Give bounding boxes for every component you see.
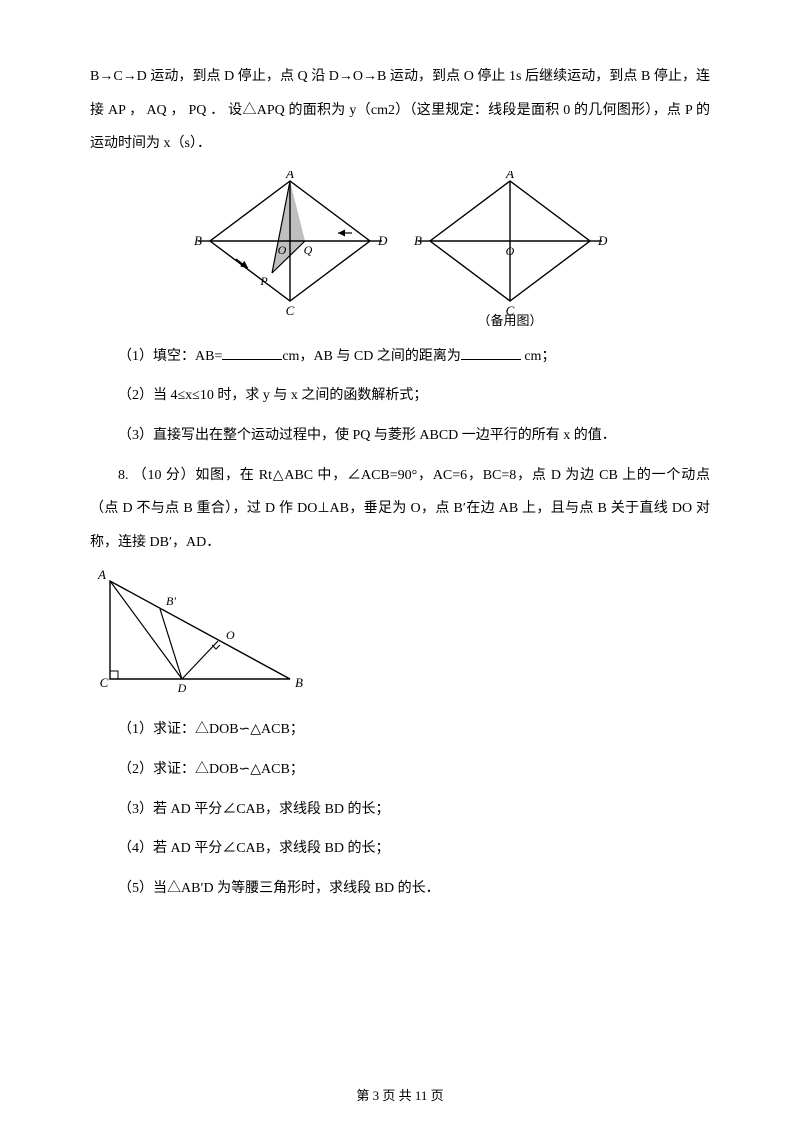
sub-3: （3）若 AD 平分∠CAB，求线段 BD 的长；: [90, 793, 710, 827]
svg-text:C: C: [286, 303, 295, 318]
svg-text:B′: B′: [166, 594, 176, 608]
page-footer: 第 3 页 共 11 页: [0, 1085, 800, 1104]
page: B→C→D 运动，到点 D 停止，点 Q 沿 D→O→B 运动，到点 O 停止 …: [0, 0, 800, 1132]
continuation-paragraph: B→C→D 运动，到点 D 停止，点 Q 沿 D→O→B 运动，到点 O 停止 …: [90, 60, 710, 161]
figure-row-diamonds: A B C D O Q P A B C D O （备用图）: [90, 171, 710, 326]
blank-distance: [461, 345, 521, 360]
question-2: （2）当 4≤x≤10 时，求 y 与 x 之间的函数解析式；: [90, 379, 710, 413]
q1-text-b: cm，AB 与 CD 之间的距离为: [282, 349, 461, 364]
svg-text:A: A: [505, 171, 514, 181]
q1-text-c: cm；: [521, 349, 556, 364]
diamond-figure-1: A B C D O Q P: [190, 171, 390, 326]
svg-text:D: D: [377, 233, 388, 248]
sub-5: （5）当△AB′D 为等腰三角形时，求线段 BD 的长．: [90, 872, 710, 906]
q1-text-a: （1）填空：AB=: [118, 349, 222, 364]
diamond-figure-2: A B C D O （备用图）: [410, 171, 610, 326]
sub-2: （2）求证：△DOB∽△ACB；: [90, 753, 710, 787]
svg-text:O: O: [278, 243, 287, 257]
question-3: （3）直接写出在整个运动过程中，使 PQ 与菱形 ABCD 一边平行的所有 x …: [90, 419, 710, 453]
svg-text:Q: Q: [304, 243, 313, 257]
svg-text:B: B: [295, 675, 303, 690]
figure-row-triangle: A C B D O B′: [90, 569, 710, 699]
sub-1: （1）求证：△DOB∽△ACB；: [90, 713, 710, 747]
svg-text:B: B: [194, 233, 202, 248]
question-1: （1）填空：AB= cm，AB 与 CD 之间的距离为 cm；: [90, 340, 710, 374]
svg-text:A: A: [97, 569, 106, 582]
svg-text:B: B: [414, 233, 422, 248]
svg-text:C: C: [100, 675, 109, 690]
blank-ab: [222, 345, 282, 360]
svg-text:A: A: [285, 171, 294, 181]
problem-8: 8. （10 分）如图，在 Rt△ABC 中，∠ACB=90°，AC=6，BC=…: [90, 459, 710, 560]
triangle-figure: A C B D O B′: [90, 569, 310, 699]
backup-caption: （备用图）: [477, 313, 542, 326]
svg-text:D: D: [597, 233, 608, 248]
svg-text:O: O: [226, 628, 235, 642]
svg-text:D: D: [177, 681, 187, 695]
svg-text:P: P: [259, 274, 268, 288]
sub-4: （4）若 AD 平分∠CAB，求线段 BD 的长；: [90, 832, 710, 866]
svg-text:O: O: [506, 244, 515, 258]
